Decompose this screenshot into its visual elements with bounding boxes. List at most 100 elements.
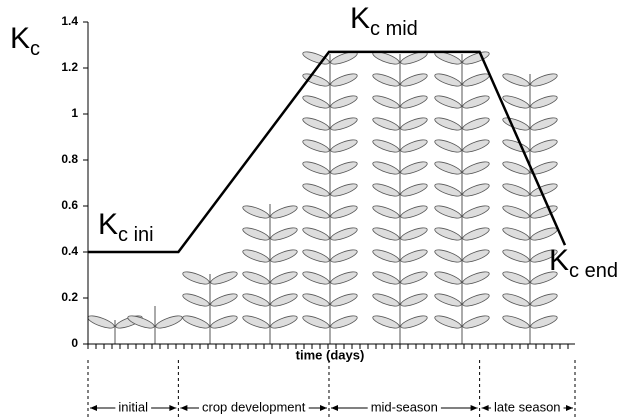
plant-leaf: [399, 269, 428, 286]
plant-leaf: [433, 269, 462, 286]
stage-label: late season: [494, 399, 561, 414]
plant-leaf: [501, 269, 530, 286]
plant-leaf: [529, 115, 558, 132]
plant-leaf: [301, 181, 330, 198]
plant-leaf: [301, 203, 330, 220]
plant-leaf: [529, 93, 558, 110]
plant-leaf: [86, 313, 115, 330]
arrow-head: [169, 405, 176, 411]
plant-leaf: [371, 313, 400, 330]
plant-leaf: [501, 181, 530, 198]
plant-leaf: [501, 71, 530, 88]
plant-leaf: [301, 93, 330, 110]
plant-leaf: [269, 203, 298, 220]
plant-leaf: [329, 93, 358, 110]
plant-leaf: [241, 291, 270, 308]
plant-leaf: [301, 225, 330, 242]
plant-leaf: [501, 159, 530, 176]
y-tick-label: 0.8: [61, 152, 78, 166]
plant-leaf: [501, 137, 530, 154]
arrow-head: [320, 405, 327, 411]
plant-leaf: [433, 291, 462, 308]
plant-leaf: [269, 269, 298, 286]
plant-leaf: [433, 71, 462, 88]
plant-leaf: [461, 291, 490, 308]
plant-leaf: [371, 181, 400, 198]
plant-leaf: [399, 291, 428, 308]
plant-leaf: [501, 93, 530, 110]
plant-leaf: [461, 115, 490, 132]
annotation: Kc mid: [350, 2, 418, 40]
plant-leaf: [154, 313, 183, 330]
plant-leaf: [181, 291, 210, 308]
plant-leaf: [301, 269, 330, 286]
plant-leaf: [433, 225, 462, 242]
plant-leaf: [241, 269, 270, 286]
plant-leaf: [399, 115, 428, 132]
arrow-head: [331, 405, 338, 411]
plant-leaf: [529, 71, 558, 88]
plant-leaf: [461, 203, 490, 220]
plant-leaf: [461, 159, 490, 176]
plant-leaf: [433, 247, 462, 264]
plant-leaf: [501, 115, 530, 132]
plant-leaf: [461, 71, 490, 88]
plant-leaf: [301, 115, 330, 132]
plant-leaf: [269, 247, 298, 264]
plant-leaf: [301, 313, 330, 330]
plant-leaf: [329, 313, 358, 330]
plant-leaf: [371, 203, 400, 220]
plant-leaf: [209, 291, 238, 308]
plant-leaf: [461, 225, 490, 242]
y-tick-label: 0: [71, 336, 78, 350]
plant-leaf: [399, 313, 428, 330]
plant-leaf: [241, 247, 270, 264]
plant-leaf: [399, 203, 428, 220]
plant-leaf: [529, 291, 558, 308]
plant-leaf: [371, 71, 400, 88]
y-axis-label: Kc: [10, 22, 40, 60]
plant-leaf: [433, 159, 462, 176]
plant-leaf: [181, 269, 210, 286]
plant-leaf: [329, 269, 358, 286]
plant-leaf: [371, 225, 400, 242]
plant-leaf: [399, 225, 428, 242]
plant-leaf: [329, 115, 358, 132]
plant-leaf: [433, 181, 462, 198]
plant-leaf: [329, 159, 358, 176]
plant-leaf: [371, 269, 400, 286]
plant-leaf: [501, 247, 530, 264]
plant-leaf: [269, 225, 298, 242]
plant-leaf: [371, 159, 400, 176]
y-tick-label: 0.2: [61, 290, 78, 304]
stage-label: crop development: [202, 399, 306, 414]
y-tick-label: 1: [71, 106, 78, 120]
y-tick-label: 0.6: [61, 198, 78, 212]
plant-leaf: [433, 93, 462, 110]
chart: Kc time (days) Kc ini Kc mid Kc end 00.2…: [0, 0, 644, 419]
plant-leaf: [371, 247, 400, 264]
plant-leaf: [269, 313, 298, 330]
plant-leaf: [209, 269, 238, 286]
plant-leaf: [433, 203, 462, 220]
y-tick-label: 1.4: [61, 14, 78, 28]
stage-label: initial: [118, 399, 148, 414]
plant-leaf: [501, 225, 530, 242]
plant-leaf: [371, 115, 400, 132]
plant-leaf: [329, 291, 358, 308]
plant-leaf: [329, 181, 358, 198]
arrow-head: [482, 405, 489, 411]
plant-leaf: [301, 71, 330, 88]
annotation: Kc end: [549, 244, 618, 282]
plant-leaf: [399, 137, 428, 154]
plant-leaf: [329, 225, 358, 242]
plant-leaf: [461, 181, 490, 198]
plant-leaf: [301, 159, 330, 176]
plant-leaf: [301, 137, 330, 154]
plant-leaf: [399, 181, 428, 198]
arrow-head: [566, 405, 573, 411]
arrow-head: [471, 405, 478, 411]
plant-leaf: [209, 313, 238, 330]
plant-leaf: [301, 49, 330, 66]
plant-leaf: [329, 247, 358, 264]
